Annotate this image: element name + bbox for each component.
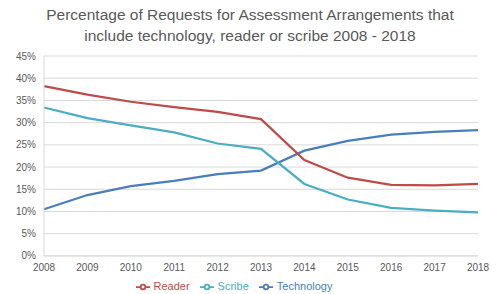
svg-text:45%: 45% <box>16 51 36 62</box>
svg-text:2008: 2008 <box>33 262 56 273</box>
svg-text:2012: 2012 <box>206 262 229 273</box>
svg-text:2013: 2013 <box>250 262 273 273</box>
svg-text:2010: 2010 <box>120 262 143 273</box>
svg-text:2015: 2015 <box>337 262 360 273</box>
svg-text:15%: 15% <box>16 184 36 195</box>
svg-text:25%: 25% <box>16 139 36 150</box>
html-text:Percentage of Requests for Ass: Percentage of Requests for Assessment Ar… <box>46 6 454 44</box>
svg-text:2018: 2018 <box>467 262 490 273</box>
svg-text:2016: 2016 <box>380 262 403 273</box>
svg-text:2009: 2009 <box>76 262 99 273</box>
svg-text:10%: 10% <box>16 206 36 217</box>
svg-text:20%: 20% <box>16 162 36 173</box>
svg-text:2011: 2011 <box>163 262 185 273</box>
svg-text:2017: 2017 <box>423 262 446 273</box>
svg-text:30%: 30% <box>16 117 36 128</box>
html-text:Technology: Technology <box>276 279 333 292</box>
svg-text:5%: 5% <box>22 228 37 239</box>
svg-text:40%: 40% <box>16 73 36 84</box>
svg-text:0%: 0% <box>22 250 37 261</box>
svg-text:35%: 35% <box>16 95 36 106</box>
svg-text:2014: 2014 <box>293 262 316 273</box>
html-text:Scribe: Scribe <box>217 279 249 292</box>
html-text:Reader: Reader <box>153 279 190 292</box>
